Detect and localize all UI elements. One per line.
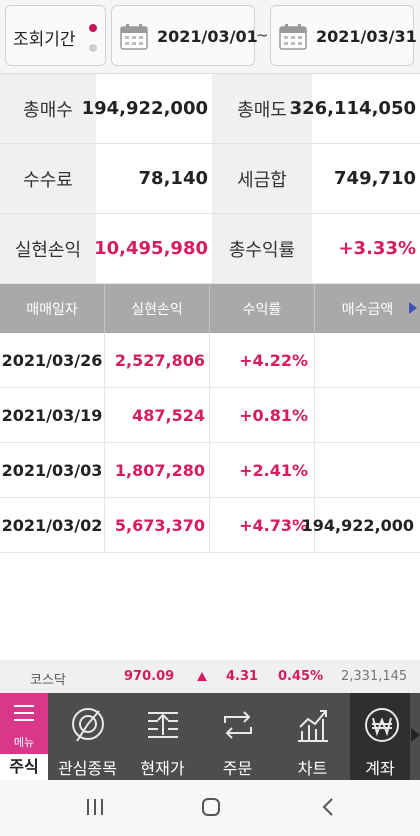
column-header-date[interactable]: 매매일자 [0,284,105,333]
table-row[interactable]: 2021/03/19 487,524 +0.81% [0,388,420,443]
nav-item-order[interactable]: 주문 [200,693,275,780]
ticker-change: 4.31 [226,669,259,684]
back-icon[interactable] [318,796,340,818]
current-price-icon [148,712,178,738]
trade-pnl: 2,527,806 [105,333,210,387]
chart-icon [298,710,328,742]
trade-rate: +0.81% [210,388,315,442]
trade-rate: +2.41% [210,443,315,497]
period-indicator-active [89,24,97,32]
nav-item-current-price[interactable]: 현재가 [125,693,200,780]
trade-date: 2021/03/19 [0,388,105,442]
recent-apps-icon[interactable] [84,796,106,818]
column-header-buy-amount[interactable]: 매수금액 [341,301,394,318]
end-date-value: 2021/03/31 [316,27,417,46]
start-date-value: 2021/03/01 [157,27,258,46]
menu-button[interactable]: 메뉴 주식 [0,693,48,780]
total-sell-label: 총매도 [212,74,312,143]
trade-buy-amount [315,333,420,387]
trade-rate: +4.22% [210,333,315,387]
realized-pnl-label: 실현손익 [0,214,96,283]
system-nav-bar [0,780,420,836]
trade-pnl: 487,524 [105,388,210,442]
trade-pnl: 5,673,370 [105,498,210,552]
summary-row: 실현손익 10,495,980 총수익률 +3.33% [0,214,420,284]
market-ticker[interactable]: 코스닥 970.09 4.31 0.45% 2,331,145 [0,660,420,693]
column-header-rate[interactable]: 수익률 [210,284,315,333]
ticker-percent: 0.45% [278,669,324,684]
stock-tab[interactable]: 주식 [0,754,48,780]
ticker-index-name: 코스닥 [30,673,66,688]
fee-value: 78,140 [138,168,208,189]
trade-table: 2021/03/26 2,527,806 +4.22% 2021/03/19 4… [0,333,420,553]
nav-item-account[interactable]: 계좌 [350,693,410,780]
calendar-icon [120,24,148,50]
nav-item-chart[interactable]: 차트 [275,693,350,780]
fee-label: 수수료 [0,144,96,213]
period-select-button[interactable]: 조회기간 [5,5,106,66]
table-row[interactable]: 2021/03/03 1,807,280 +2.41% [0,443,420,498]
order-icon [224,711,252,739]
period-bar: 조회기간 2021/03/01 ~ 2021/03/31 [0,0,420,74]
won-account-icon [365,708,399,742]
table-header: 매매일자 실현손익 수익률 매수금액 [0,284,420,333]
nav-label: 관심종목 [58,759,117,778]
trade-date: 2021/03/02 [0,498,105,552]
total-return-label: 총수익률 [212,214,312,283]
hamburger-icon [14,705,34,726]
realized-pnl-value: 10,495,980 [94,238,208,259]
column-header-pnl[interactable]: 실현손익 [105,284,210,333]
trade-buy-amount [315,388,420,442]
calendar-icon [279,24,307,50]
period-indicator-inactive [89,44,97,52]
summary-panel: 총매수 194,922,000 총매도 326,114,050 수수료 78,1… [0,74,420,284]
watchlist-icon [72,708,104,742]
nav-label: 차트 [297,759,328,778]
ticker-volume: 2,331,145 [341,669,408,684]
total-return-value: +3.33% [338,238,416,259]
nav-more-arrow-icon[interactable] [411,728,420,742]
ticker-price: 970.09 [124,669,175,684]
trade-date: 2021/03/03 [0,443,105,497]
scroll-right-icon[interactable] [409,302,417,314]
nav-item-watchlist[interactable]: 관심종목 [50,693,125,780]
trade-buy-amount: 194,922,000 [301,515,414,535]
summary-row: 총매수 194,922,000 총매도 326,114,050 [0,74,420,144]
nav-label: 주문 [222,759,253,778]
trade-date: 2021/03/26 [0,333,105,387]
trade-pnl: 1,807,280 [105,443,210,497]
menu-label: 메뉴 [13,736,35,749]
up-triangle-icon [197,672,207,681]
end-date-field[interactable]: 2021/03/31 [270,5,417,66]
table-row[interactable]: 2021/03/26 2,527,806 +4.22% [0,333,420,388]
tax-label: 세금합 [212,144,312,213]
total-buy-label: 총매수 [0,74,96,143]
nav-label: 계좌 [365,759,395,778]
trade-rate: +4.73% [210,498,315,552]
period-label: 조회기간 [13,30,76,50]
summary-row: 수수료 78,140 세금합 749,710 [0,144,420,214]
table-row[interactable]: 2021/03/02 5,673,370 +4.73% 194,922,000 [0,498,420,553]
total-sell-value: 326,114,050 [289,98,416,119]
trade-buy-amount [315,443,420,497]
nav-label: 현재가 [140,759,185,778]
total-buy-value: 194,922,000 [81,98,208,119]
home-icon[interactable] [200,796,222,818]
tax-value: 749,710 [334,168,416,189]
date-range-separator: ~ [256,26,269,44]
bottom-nav: 메뉴 주식 관심종목 현재가 주문 차트 계좌 [0,693,420,780]
start-date-field[interactable]: 2021/03/01 [111,5,258,66]
